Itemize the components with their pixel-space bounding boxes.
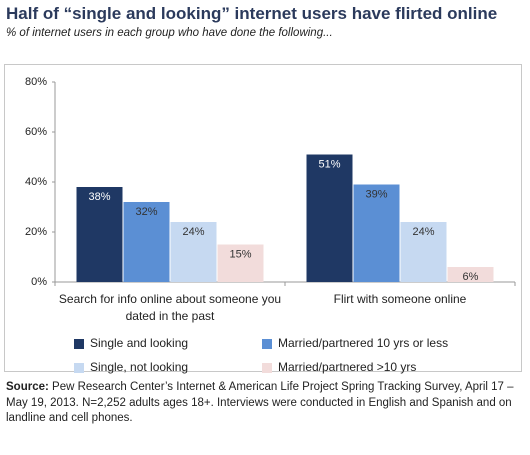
value-label: 51% xyxy=(318,158,340,170)
value-label: 24% xyxy=(182,226,204,238)
value-label: 38% xyxy=(88,191,110,203)
value-label: 39% xyxy=(365,188,387,200)
value-label: 24% xyxy=(412,226,434,238)
x-tick-label: Search for info online about someone you… xyxy=(58,292,282,323)
value-label: 32% xyxy=(135,206,157,218)
y-tick-label: 20% xyxy=(25,226,47,238)
legend-swatch xyxy=(262,363,272,373)
legend-swatch xyxy=(74,339,84,349)
y-tick-label: 0% xyxy=(31,276,47,288)
legend-label: Single and looking xyxy=(90,336,189,350)
legend-label: Married/partnered >10 yrs xyxy=(278,360,417,374)
bar xyxy=(170,222,217,282)
bar xyxy=(400,222,447,282)
x-tick-label: Flirt with someone online xyxy=(333,292,467,306)
bar xyxy=(353,184,400,282)
legend-swatch xyxy=(262,339,272,349)
y-tick-label: 40% xyxy=(25,176,47,188)
bar xyxy=(123,202,170,282)
chart-subtitle: % of internet users in each group who ha… xyxy=(6,27,333,39)
bar xyxy=(217,244,264,282)
legend-label: Single, not looking xyxy=(90,360,189,374)
value-label: 15% xyxy=(229,248,251,260)
y-tick-label: 80% xyxy=(25,76,47,88)
y-tick-label: 60% xyxy=(25,126,47,138)
chart-title: Half of “single and looking” internet us… xyxy=(6,4,498,23)
legend-label: Married/partnered 10 yrs or less xyxy=(278,336,449,350)
bar xyxy=(447,267,494,282)
bar xyxy=(76,187,123,282)
legend-swatch xyxy=(74,363,84,373)
source-text: Pew Research Center’s Internet & America… xyxy=(6,381,514,424)
source-label: Source: xyxy=(6,381,49,393)
bar xyxy=(306,154,353,282)
value-label: 6% xyxy=(463,271,479,283)
source-note: Source: Pew Research Center’s Internet &… xyxy=(6,380,521,427)
